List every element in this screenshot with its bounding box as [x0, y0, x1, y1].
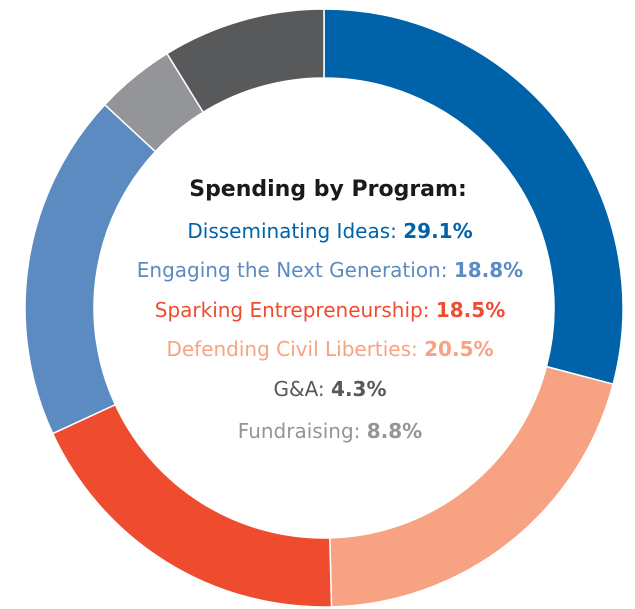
legend-label: Engaging the Next Generation: — [137, 258, 448, 282]
legend-label: Fundraising: — [238, 419, 361, 443]
legend-entry: Disseminating Ideas: 29.1% — [187, 219, 472, 243]
legend-label: Disseminating Ideas: — [187, 219, 397, 243]
legend-entry: Engaging the Next Generation: 18.8% — [137, 258, 523, 282]
legend-label: G&A: — [274, 377, 325, 401]
donut-slice — [329, 365, 615, 608]
chart-title: Spending by Program: — [189, 177, 467, 202]
legend-entry: Fundraising: 8.8% — [238, 419, 422, 443]
legend-value: 18.5% — [436, 298, 505, 322]
legend-value: 8.8% — [367, 419, 422, 443]
legend-value: 18.8% — [454, 258, 523, 282]
legend-entry: Sparking Entrepreneurship: 18.5% — [155, 298, 505, 322]
legend-label: Defending Civil Liberties: — [166, 337, 417, 361]
legend-entry: Defending Civil Liberties: 20.5% — [166, 337, 493, 361]
legend-value: 29.1% — [403, 219, 472, 243]
legend-entry: G&A: 4.3% — [274, 377, 387, 401]
donut-slice — [165, 8, 325, 114]
legend-value: 4.3% — [331, 377, 386, 401]
legend-label: Sparking Entrepreneurship: — [155, 298, 430, 322]
legend-value: 20.5% — [424, 337, 493, 361]
